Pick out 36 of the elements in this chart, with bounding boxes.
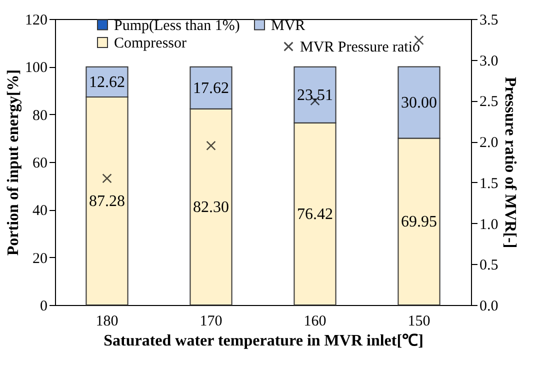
data-label: 12.62 bbox=[89, 74, 125, 91]
y-tick-label: 40 bbox=[32, 203, 48, 220]
legend-label: Compressor bbox=[114, 36, 186, 52]
y-tick-label: 20 bbox=[32, 250, 48, 267]
legend-label: MVR bbox=[271, 18, 306, 34]
x-tick-label: 180 bbox=[96, 314, 118, 330]
y-tick-label: 120 bbox=[25, 12, 48, 28]
y-tick-label: 0 bbox=[40, 298, 48, 314]
y2-tick-label: 0.0 bbox=[480, 298, 498, 314]
data-label: 30.00 bbox=[401, 94, 437, 112]
point bbox=[206, 140, 216, 150]
y2-tick-label: 3.0 bbox=[480, 53, 498, 70]
y2-tick-label: 2.5 bbox=[480, 94, 498, 110]
y2-tick-label: 2.0 bbox=[480, 135, 498, 152]
data-label: 69.95 bbox=[401, 214, 437, 231]
y2-tick-label: 3.5 bbox=[480, 12, 498, 28]
data-label: 87.28 bbox=[89, 192, 125, 210]
y2-tick-label: 0.5 bbox=[480, 258, 498, 274]
x-axis-title: Saturated water temperature in MVR inlet[℃] bbox=[104, 332, 424, 350]
y-tick-label: 100 bbox=[25, 60, 48, 76]
x-tick-label: 160 bbox=[304, 314, 326, 330]
y-tick-label: 60 bbox=[32, 156, 48, 172]
y2-tick-label: 1.0 bbox=[480, 216, 498, 233]
y-tick-label: 80 bbox=[32, 108, 48, 124]
legend-label: Pump(Less than 1%) bbox=[114, 18, 240, 34]
x-tick-label: 150 bbox=[408, 314, 430, 330]
data-label: 23.51 bbox=[297, 86, 333, 104]
data-label: 82.30 bbox=[193, 198, 229, 216]
point bbox=[102, 174, 112, 184]
y2-tick-label: 1.5 bbox=[480, 176, 498, 192]
y-axis-title: Portion of input energy[%] bbox=[5, 69, 22, 256]
x-tick-label: 170 bbox=[200, 314, 222, 330]
legend-label: MVR Pressure ratio bbox=[300, 40, 420, 56]
data-label: 17.62 bbox=[193, 80, 229, 97]
data-label: 76.42 bbox=[297, 206, 333, 223]
y2-axis-title: Pressure ratio of MVR[-] bbox=[501, 76, 518, 248]
